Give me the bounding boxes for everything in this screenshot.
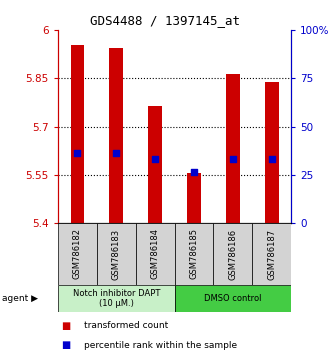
Point — [230, 156, 236, 161]
Text: agent ▶: agent ▶ — [2, 294, 38, 303]
Text: GSM786183: GSM786183 — [112, 228, 121, 280]
Point — [269, 156, 274, 161]
Bar — [58, 223, 97, 285]
Point — [191, 169, 197, 175]
Text: GSM786182: GSM786182 — [73, 228, 82, 280]
Bar — [174, 285, 291, 312]
Text: GSM786184: GSM786184 — [151, 228, 160, 280]
Text: Notch inhibitor DAPT
(10 μM.): Notch inhibitor DAPT (10 μM.) — [72, 289, 160, 308]
Bar — [136, 223, 174, 285]
Text: transformed count: transformed count — [84, 321, 169, 330]
Bar — [174, 223, 213, 285]
Bar — [148, 105, 162, 223]
Text: GSM786186: GSM786186 — [228, 228, 237, 280]
Bar — [58, 285, 174, 312]
Bar — [265, 81, 279, 223]
Bar — [97, 223, 136, 285]
Point — [153, 156, 158, 161]
Bar — [226, 74, 240, 223]
Point — [75, 150, 80, 156]
Bar — [110, 48, 123, 223]
Point — [114, 150, 119, 156]
Text: ■: ■ — [61, 340, 71, 350]
Text: GSM786187: GSM786187 — [267, 228, 276, 280]
Text: GDS4488 / 1397145_at: GDS4488 / 1397145_at — [90, 13, 241, 27]
Bar — [252, 223, 291, 285]
Text: GSM786185: GSM786185 — [190, 228, 199, 280]
Bar — [213, 223, 252, 285]
Bar — [71, 45, 84, 223]
Bar — [187, 173, 201, 223]
Text: percentile rank within the sample: percentile rank within the sample — [84, 341, 238, 350]
Text: ■: ■ — [61, 321, 71, 331]
Text: DMSO control: DMSO control — [204, 294, 262, 303]
